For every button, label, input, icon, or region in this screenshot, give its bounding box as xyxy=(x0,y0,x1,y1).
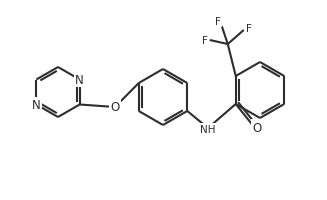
Text: N: N xyxy=(32,99,41,111)
Text: NH: NH xyxy=(200,124,216,134)
Text: F: F xyxy=(215,17,221,27)
Text: O: O xyxy=(252,121,261,134)
Text: O: O xyxy=(111,101,120,114)
Text: F: F xyxy=(246,24,252,34)
Text: F: F xyxy=(202,36,208,46)
Text: N: N xyxy=(75,74,84,87)
